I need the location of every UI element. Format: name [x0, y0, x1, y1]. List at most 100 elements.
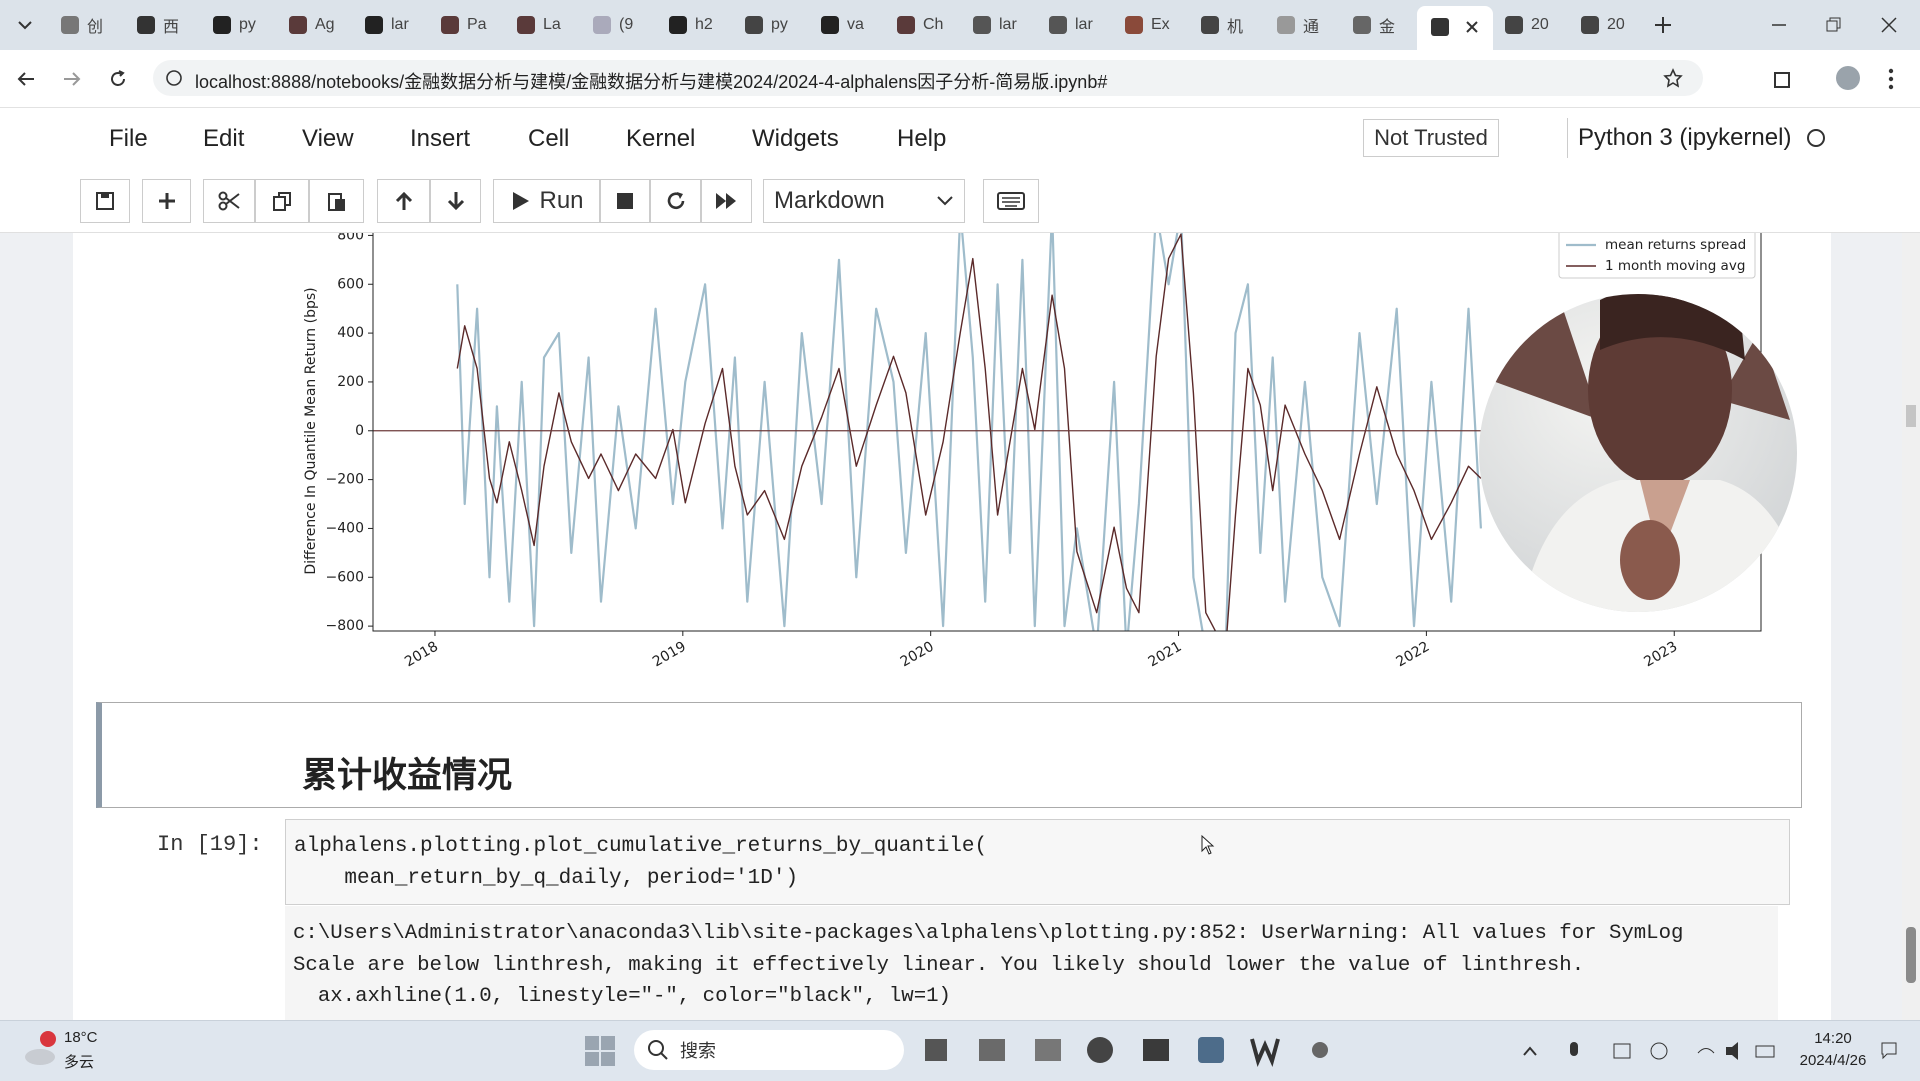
stop-button[interactable] — [600, 179, 650, 223]
tab[interactable]: 西 — [125, 6, 197, 44]
menu-item[interactable]: Kernel — [626, 125, 696, 152]
tab[interactable]: La — [505, 6, 577, 44]
menu-item[interactable]: Cell — [528, 125, 570, 152]
extensions[interactable] — [1770, 66, 1796, 92]
tab-title: 机 — [1227, 19, 1244, 36]
mouse-cursor — [1201, 834, 1215, 855]
tab[interactable]: Ch — [885, 6, 957, 44]
cell-type: Markdown — [774, 187, 885, 214]
tab[interactable]: py — [733, 6, 805, 44]
tab-title: h2 — [695, 16, 713, 33]
insert-button[interactable] — [142, 179, 191, 223]
run-all-button[interactable] — [701, 179, 752, 223]
copy-button[interactable] — [255, 179, 309, 223]
active-tab[interactable] — [1417, 6, 1493, 50]
y-tick-label: 0 — [355, 423, 364, 439]
menu-item[interactable]: View — [302, 125, 354, 152]
taskbar-apps[interactable] — [915, 1031, 1345, 1071]
start-button[interactable] — [584, 1035, 616, 1067]
markdown-cell[interactable]: 累计收益情况 — [96, 702, 1802, 808]
clock-date: 2024/4/26 — [1799, 1052, 1867, 1069]
tab[interactable]: 20 — [1569, 6, 1641, 44]
output-line: Scale are below linthresh, making it eff… — [293, 953, 1585, 977]
tab-title: py — [239, 16, 256, 33]
temperature: 18°C — [64, 1029, 98, 1046]
x-tick-label: 2022 — [1394, 639, 1433, 671]
code-cell[interactable]: alphalens.plotting.plot_cumulative_retur… — [285, 819, 1790, 905]
tab[interactable]: 通 — [1265, 6, 1337, 44]
browser-menu[interactable] — [1886, 66, 1896, 92]
paste-button[interactable] — [309, 179, 364, 223]
new-tab[interactable] — [1652, 14, 1674, 36]
tab[interactable]: Ag — [277, 6, 349, 44]
menu-item[interactable]: Insert — [410, 125, 471, 152]
menu-item[interactable]: Help — [897, 125, 947, 152]
tab-menu[interactable] — [14, 14, 36, 36]
tab[interactable]: 创 — [49, 6, 121, 44]
tab[interactable]: 金 — [1341, 6, 1413, 44]
reload[interactable] — [106, 67, 130, 91]
move-down-button[interactable] — [430, 179, 481, 223]
tab[interactable]: 机 — [1189, 6, 1261, 44]
restore[interactable] — [1822, 14, 1844, 36]
menu-bar: File Edit View Insert Cell Kernel Widgets Help … — [0, 108, 1920, 170]
tab[interactable]: Ex — [1113, 6, 1185, 44]
y-tick-label: −200 — [326, 472, 364, 488]
tab-title: lar — [391, 16, 409, 33]
y-tick-label: −400 — [326, 520, 364, 536]
scrollbar[interactable] — [1902, 233, 1920, 1020]
menu-item[interactable]: File — [109, 125, 148, 152]
tab-bar: 创 西 py Ag lar Pa La (9 h2 py va Ch lar lar Ex 机 通 金 20 20 — [0, 0, 1920, 50]
profile[interactable] — [1834, 64, 1862, 92]
tab[interactable]: h2 — [657, 6, 729, 44]
cell-type-select[interactable]: Markdown — [763, 179, 965, 223]
trust-indicator[interactable]: Not Trusted — [1363, 119, 1499, 157]
tab[interactable]: Pa — [429, 6, 501, 44]
run-button[interactable]: Run — [493, 179, 600, 223]
taskbar: 18°C 多云 搜索 14:20 2024/4/26 — [0, 1020, 1920, 1081]
forward[interactable] — [60, 67, 84, 91]
keyboard-button[interactable] — [983, 179, 1039, 223]
x-tick-label: 2018 — [402, 639, 441, 671]
notifications[interactable] — [1878, 1039, 1900, 1061]
tab-title: va — [847, 16, 864, 33]
y-tick-label: −600 — [326, 569, 364, 585]
tab-title: 通 — [1303, 19, 1320, 36]
code-line: alphalens.plotting.plot_cumulative_retur… — [294, 835, 988, 858]
tab[interactable]: py — [201, 6, 273, 44]
menu-item[interactable]: Edit — [203, 125, 245, 152]
save-button[interactable] — [80, 179, 130, 223]
tab[interactable]: va — [809, 6, 881, 44]
menu-item[interactable]: Widgets — [752, 125, 839, 152]
minimize[interactable] — [1768, 14, 1790, 36]
tab-title: Ex — [1151, 16, 1170, 33]
x-tick-label: 2021 — [1146, 639, 1185, 671]
heading: 累计收益情况 — [302, 756, 513, 795]
search-box[interactable]: 搜索 — [634, 1030, 904, 1070]
toolbar: Run Markdown — [0, 170, 1920, 233]
tab[interactable]: lar — [353, 6, 425, 44]
run-label: Run — [539, 187, 584, 214]
tab-title: Pa — [467, 16, 487, 33]
tab[interactable]: lar — [961, 6, 1033, 44]
y-tick-label: −800 — [326, 618, 364, 634]
y-tick-label: 600 — [337, 276, 364, 292]
url-field[interactable]: localhost:8888/notebooks/金融数据分析与建模/金融数据分… — [153, 60, 1703, 96]
tab[interactable]: lar — [1037, 6, 1109, 44]
cut-button[interactable] — [203, 179, 255, 223]
tab-title: Ag — [315, 16, 335, 33]
tab[interactable]: 20 — [1493, 6, 1565, 44]
tab-title: La — [543, 16, 561, 33]
tab[interactable]: (9 — [581, 6, 653, 44]
url: localhost:8888/notebooks/金融数据分析与建模/金融数据分… — [195, 72, 1108, 92]
webcam-overlay — [1479, 294, 1797, 612]
tab-title: 20 — [1607, 16, 1625, 33]
system-tray[interactable] — [1520, 1039, 1780, 1063]
close[interactable] — [1878, 14, 1900, 36]
legend-label: 1 month moving avg — [1605, 258, 1745, 274]
tab-title: Ch — [923, 16, 944, 33]
move-up-button[interactable] — [377, 179, 430, 223]
back[interactable] — [14, 67, 38, 91]
restart-button[interactable] — [650, 179, 701, 223]
tab-title: 西 — [163, 19, 180, 36]
